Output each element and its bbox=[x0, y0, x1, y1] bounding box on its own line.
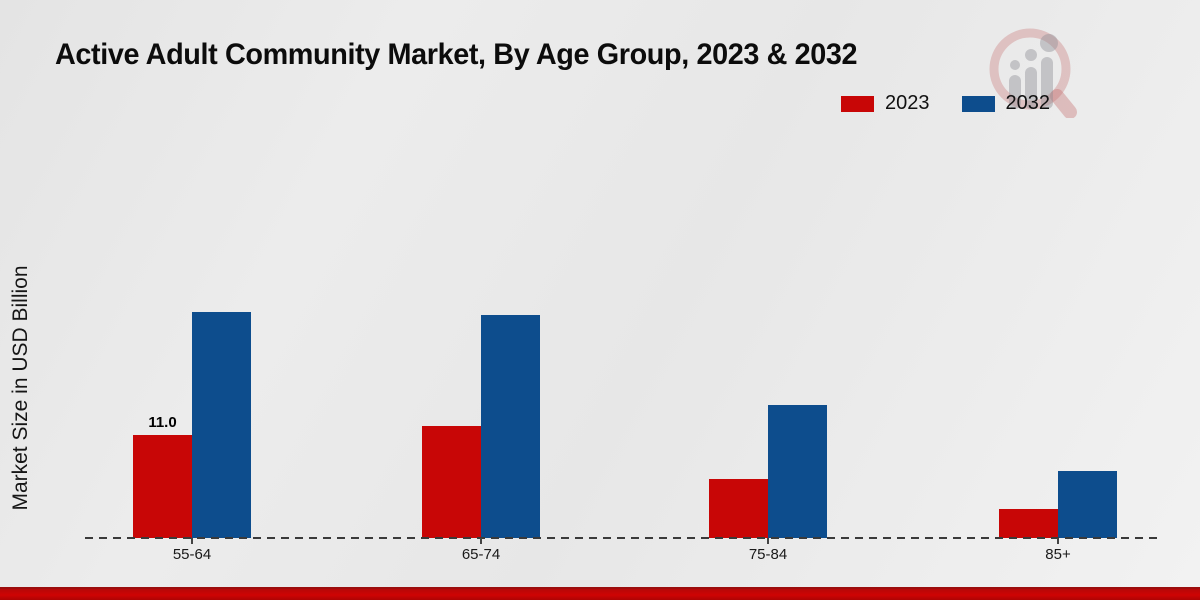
legend-swatch-icon bbox=[841, 95, 874, 112]
bar-2032-75-84 bbox=[768, 405, 827, 538]
bar-2032-55-64 bbox=[192, 312, 251, 538]
growth-chart-magnifier-logo-icon bbox=[989, 28, 1077, 118]
x-axis-label-85+: 85+ bbox=[1045, 546, 1071, 563]
bar-2023-55-64 bbox=[133, 435, 192, 538]
x-axis-tick bbox=[1057, 538, 1059, 544]
legend-item-2032: 2032 bbox=[961, 92, 1051, 115]
chart-title: Active Adult Community Market, By Age Gr… bbox=[55, 38, 858, 71]
x-axis-label-75-84: 75-84 bbox=[748, 546, 788, 563]
bar-value-label: 11.0 bbox=[148, 414, 177, 431]
footer-accent-bar bbox=[0, 587, 1200, 600]
x-axis-tick bbox=[191, 538, 193, 544]
legend-label: 2023 bbox=[885, 92, 930, 114]
bar-2023-65-74 bbox=[422, 426, 481, 538]
x-axis-tick bbox=[480, 538, 482, 544]
legend-swatch-icon bbox=[961, 95, 995, 112]
bar-2032-85+ bbox=[1058, 471, 1117, 538]
bar-2023-85+ bbox=[999, 509, 1058, 538]
bar-2023-75-84 bbox=[709, 479, 768, 538]
x-axis-tick bbox=[767, 538, 769, 544]
legend-item-2023: 2023 bbox=[841, 92, 930, 115]
x-axis-label-65-74: 65-74 bbox=[461, 546, 501, 563]
legend: 2023 2032 bbox=[841, 92, 1050, 115]
x-axis-baseline bbox=[85, 537, 1163, 539]
legend-label: 2032 bbox=[1005, 92, 1051, 114]
bar-2032-65-74 bbox=[481, 315, 540, 538]
x-axis-label-55-64: 55-64 bbox=[172, 546, 212, 563]
